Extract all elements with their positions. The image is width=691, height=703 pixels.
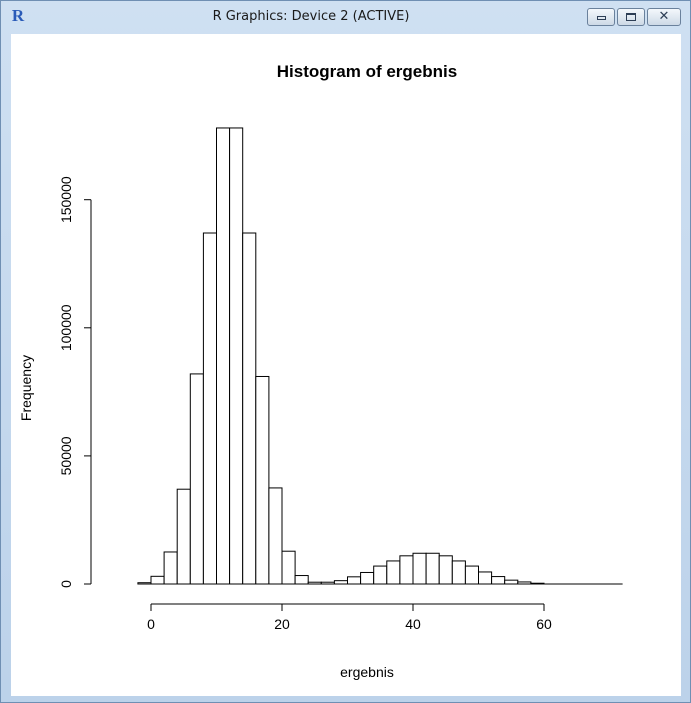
histogram-bar [268,487,283,585]
histogram-bar [255,375,270,585]
histogram-bar [242,232,257,585]
y-tick-label: 0 [58,580,74,588]
minimize-icon [596,16,606,20]
histogram-bar [176,488,191,585]
x-axis: 0 20 40 60 [147,603,552,632]
histogram-bar [373,565,388,585]
y-axis: 0 50000 100000 150000 [58,176,92,588]
maximize-icon [626,13,636,21]
x-tick-label: 60 [536,616,552,632]
x-tick-label: 20 [274,616,290,632]
histogram-bar [386,560,401,585]
histogram-bar [202,232,217,585]
y-axis-label: Frequency [18,355,34,421]
histogram-bars [137,127,623,585]
histogram-bar [504,579,519,585]
histogram-bar [491,576,506,585]
plot-canvas: Histogram of ergebnis ergebnis Frequency… [11,34,681,696]
y-tick-label: 50000 [58,436,74,475]
x-axis-label: ergebnis [340,664,394,680]
histogram-bar [399,555,414,585]
histogram-bar [438,555,453,585]
histogram-bar [530,582,545,585]
x-tick-label: 40 [405,616,421,632]
histogram-bar [464,565,479,585]
y-tick-label: 150000 [58,176,74,223]
histogram-bar [412,552,427,585]
histogram-bar [294,575,309,585]
chart-title: Histogram of ergebnis [277,62,457,81]
histogram-bar [189,373,204,585]
histogram-bar [333,580,348,585]
histogram-bar [478,571,493,585]
window-title: R Graphics: Device 2 (ACTIVE) [212,9,410,24]
x-tick-label: 0 [147,616,155,632]
histogram-bar [281,550,296,585]
minimize-button[interactable] [587,8,615,26]
y-tick-label: 100000 [58,304,74,351]
histogram-bar [425,552,440,585]
histogram-bar [137,582,152,585]
close-icon: ✕ [658,9,670,24]
histogram-bar [216,127,231,585]
histogram-bar [360,571,375,585]
histogram-bar [307,581,322,585]
histogram-bar [150,575,165,585]
histogram-bar [517,581,532,585]
maximize-button[interactable] [617,8,645,26]
histogram-bar [320,581,335,585]
r-logo-icon[interactable]: R [11,6,25,25]
title-bar[interactable]: R R Graphics: Device 2 (ACTIVE) ✕ [1,1,690,35]
histogram-bar [229,127,244,585]
histogram-chart: Histogram of ergebnis ergebnis Frequency… [18,62,623,680]
histogram-bar [451,560,466,585]
histogram-bar [163,551,178,585]
histogram-bar [347,576,362,585]
close-button[interactable]: ✕ [647,8,681,26]
